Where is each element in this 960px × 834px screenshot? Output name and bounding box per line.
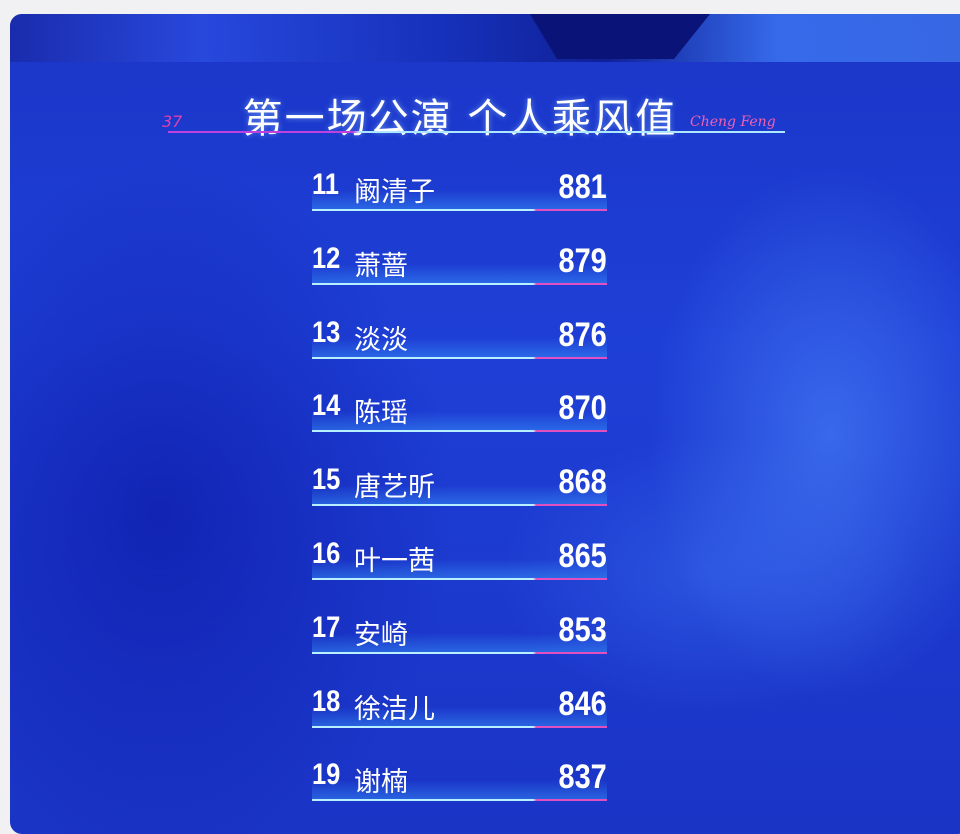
ranking-board: 第一场公演 个人乘风值 37 Cheng Feng 11 阚清子 881 12 … xyxy=(10,14,960,834)
row-glow xyxy=(312,411,607,432)
rank-number: 17 xyxy=(312,610,341,644)
contestant-name: 安崎 xyxy=(354,619,408,651)
rank-number: 13 xyxy=(312,315,341,349)
row-glow xyxy=(312,485,607,506)
row-underline xyxy=(312,651,607,654)
row-glow xyxy=(312,559,607,579)
ranking-row: 13 淡淡 876 xyxy=(312,310,607,360)
title-underline xyxy=(168,131,785,133)
board-title: 第一场公演 个人乘风值 xyxy=(242,96,678,142)
rank-number: 16 xyxy=(312,537,341,570)
score-value: 876 xyxy=(558,315,607,354)
ranking-row: 12 萧蔷 879 xyxy=(312,236,607,286)
ranking-row: 15 唐艺昕 868 xyxy=(312,457,607,507)
ranking-row: 11 阚清子 881 xyxy=(312,162,607,212)
score-value: 865 xyxy=(558,537,607,575)
score-value: 879 xyxy=(558,241,607,280)
logo-script-right: Cheng Feng xyxy=(690,114,776,130)
score-value: 846 xyxy=(558,684,607,723)
row-underline xyxy=(312,356,607,359)
score-value: 837 xyxy=(558,758,607,797)
row-glow xyxy=(312,190,607,210)
contestant-name: 叶一茜 xyxy=(354,546,435,577)
row-glow xyxy=(312,632,607,653)
row-glow xyxy=(312,780,607,801)
rank-number: 19 xyxy=(312,758,341,792)
rank-number: 15 xyxy=(312,463,341,497)
top-banner-shape xyxy=(530,14,710,59)
top-banner-decoration xyxy=(10,14,960,62)
rank-number: 12 xyxy=(312,241,341,275)
row-underline xyxy=(312,799,607,802)
row-glow xyxy=(312,263,607,284)
row-underline xyxy=(312,282,607,285)
contestant-name: 唐艺昕 xyxy=(354,472,435,504)
ranking-row: 19 谢楠 837 xyxy=(312,752,607,802)
row-underline xyxy=(312,209,607,211)
logo-mark-left: 37 xyxy=(162,112,183,131)
row-underline xyxy=(312,430,607,433)
row-glow xyxy=(312,337,607,358)
contestant-name: 阚清子 xyxy=(354,177,435,208)
contestant-name: 徐洁儿 xyxy=(354,693,435,725)
contestant-name: 谢楠 xyxy=(354,767,408,799)
contestant-name: 陈瑶 xyxy=(354,398,408,430)
row-underline xyxy=(312,578,607,580)
ranking-row: 17 安崎 853 xyxy=(312,605,607,655)
row-glow xyxy=(312,706,607,727)
rank-number: 11 xyxy=(312,168,339,201)
contestant-name: 淡淡 xyxy=(354,324,408,356)
contestant-name: 萧蔷 xyxy=(354,250,408,282)
ranking-row: 16 叶一茜 865 xyxy=(312,531,607,581)
rank-number: 18 xyxy=(312,684,341,718)
ranking-row: 18 徐洁儿 846 xyxy=(312,679,607,729)
score-value: 870 xyxy=(558,389,607,428)
row-underline xyxy=(312,504,607,507)
score-value: 868 xyxy=(558,463,607,502)
score-value: 853 xyxy=(558,610,607,649)
ranking-row: 14 陈瑶 870 xyxy=(312,383,607,433)
score-value: 881 xyxy=(558,168,607,206)
row-underline xyxy=(312,725,607,728)
rank-number: 14 xyxy=(312,389,341,423)
